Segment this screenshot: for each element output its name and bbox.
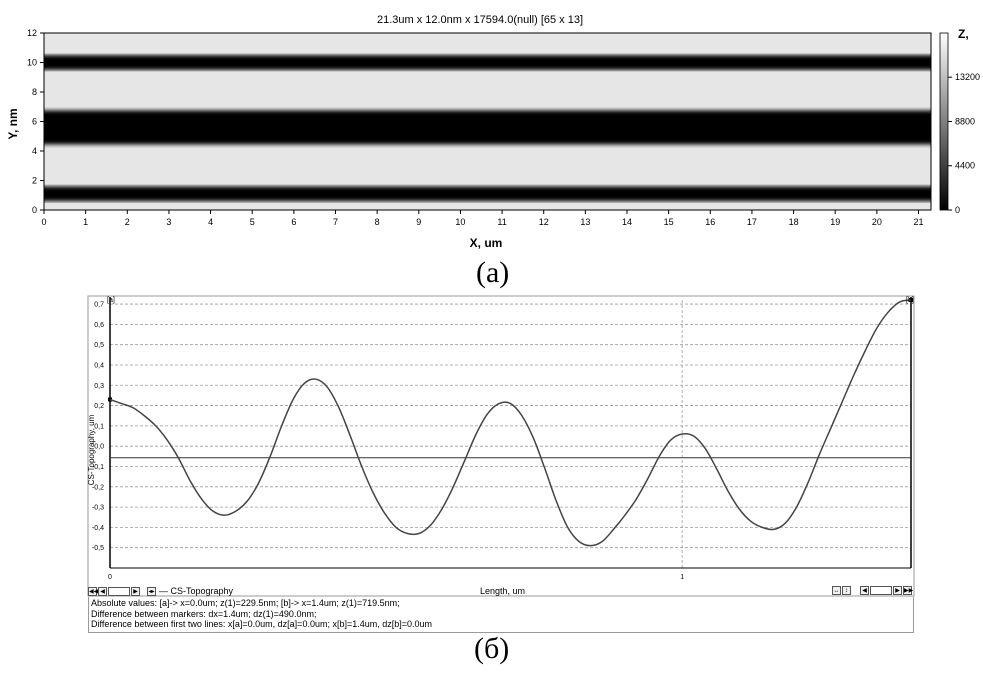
x-tick-label: 16 [705, 217, 715, 227]
x-tick-label: 0 [108, 574, 112, 581]
x-tick-label: 20 [872, 217, 882, 227]
fit-height-button[interactable]: ↕ [842, 586, 851, 595]
x-tick-label: 13 [580, 217, 590, 227]
panel-b-caption: (б) [474, 632, 510, 665]
x-tick-label: 8 [375, 217, 380, 227]
colorbar-label: Z, [958, 27, 969, 41]
x-tick-label: 17 [747, 217, 757, 227]
y-tick-label: -0,3 [92, 505, 104, 512]
marker-box[interactable] [870, 586, 892, 595]
y-tick-label: -0,4 [92, 525, 104, 532]
colorbar-tick-label: 13200 [955, 72, 980, 82]
y-tick-label: 2 [32, 176, 37, 186]
y-tick-label: 0,0 [94, 444, 104, 451]
dark-band [44, 110, 931, 145]
x-tick-label: 10 [455, 217, 465, 227]
difference-markers-line: Difference between markers: dx=1.4um; dz… [91, 608, 317, 619]
marker-b-label: [b] [906, 297, 914, 304]
x-tick-label: 9 [416, 217, 421, 227]
x-tick-label: 0 [41, 217, 46, 227]
x-tick-label: 4 [208, 217, 213, 227]
x-tick-label: 21 [913, 217, 923, 227]
dark-band [44, 186, 931, 202]
legend-label: — CS-Topography [159, 586, 234, 596]
profile-chart: 0,7 0,6 0,5 0,4 0,3 0,2 0,1 0,0 -0,1 -0,2 -0,3 -0,4… [87, 295, 915, 597]
difference-lines-line: Difference between first two lines: x[a]… [91, 619, 433, 629]
heatmap-title: 21.3um x 12.0nm x 17594.0(null) [65 x 13… [377, 14, 583, 26]
profile-x-axis-label: Length, um [480, 586, 526, 596]
y-tick-label: 0,2 [94, 403, 104, 410]
measurement-info: Absolute values: [a]-> x=0.0um; z(1)=229… [88, 597, 914, 633]
x-tick-label: 3 [166, 217, 171, 227]
x-tick-label: 2 [125, 217, 130, 227]
page-box[interactable] [108, 586, 130, 596]
x-tick-label: 11 [497, 217, 506, 227]
next-marker-button[interactable]: ▶ [893, 586, 902, 595]
y-tick-label: 6 [32, 117, 37, 127]
y-tick-label: -0,5 [92, 545, 104, 552]
x-tick-label: 18 [789, 217, 799, 227]
x-tick-label: 1 [680, 574, 684, 581]
x-tick-label: 7 [333, 217, 338, 227]
heatmap-chart: 0 1 2 3 4 5 6 7 8 9 10 11 12 13 14 15 16 17 18 19 20 21024681… [6, 14, 980, 250]
prev-marker-button[interactable]: ◀ [860, 586, 869, 595]
x-tick-label: 1 [83, 217, 88, 227]
heatmap-x-axis-label: X, um [470, 236, 503, 250]
y-tick-label: 4 [32, 146, 37, 156]
y-tick-label: 0 [32, 205, 37, 215]
y-tick-label: -0,2 [92, 484, 104, 491]
y-tick-label: 12 [27, 28, 37, 38]
y-tick-label: 0,3 [94, 383, 104, 390]
cs-topography-line [109, 299, 912, 547]
colorbar-tick-label: 8800 [955, 116, 975, 126]
last-marker-button[interactable]: ▶▶ [903, 586, 914, 595]
y-tick-label: 10 [27, 58, 37, 68]
x-tick-label: 14 [622, 217, 632, 227]
x-tick-label: 12 [539, 217, 549, 227]
marker-a-label: [a] [107, 297, 115, 304]
next-page-button[interactable]: ▶ [131, 586, 140, 596]
y-tick-label: 0,6 [94, 322, 104, 329]
x-tick-label: 19 [830, 217, 840, 227]
y-tick-label: 0,7 [94, 302, 104, 309]
y-tick-label: 0,5 [94, 342, 104, 349]
heatmap-y-axis-label: Y, nm [6, 108, 20, 139]
profile-y-axis-label: CS-Topography, um [87, 414, 96, 485]
y-tick-label: 0,1 [94, 423, 104, 430]
colorbar-tick-label: 4400 [955, 161, 975, 171]
dark-band [44, 55, 931, 70]
profile-toolbar: ◀◀ ◀ ▶ ◂▸ — CS-Topography Length, um ↔ ↕… [88, 585, 914, 597]
legend-toggle-button[interactable]: ◂▸ [147, 586, 156, 596]
y-tick-label: 0,4 [94, 362, 104, 369]
colorbar-tick-label: 0 [955, 205, 960, 215]
fit-width-button[interactable]: ↔ [832, 586, 841, 595]
x-tick-label: 6 [291, 217, 296, 227]
prev-page-button[interactable]: ◀ [98, 586, 107, 596]
absolute-values-line: Absolute values: [a]-> x=0.0um; z(1)=229… [91, 598, 400, 608]
y-tick-label: 8 [32, 87, 37, 97]
y-tick-label: -0,1 [92, 464, 104, 471]
x-tick-label: 5 [250, 217, 255, 227]
x-tick-label: 15 [664, 217, 674, 227]
first-page-button[interactable]: ◀◀ [88, 586, 99, 596]
panel-a-caption: (a) [476, 256, 510, 289]
